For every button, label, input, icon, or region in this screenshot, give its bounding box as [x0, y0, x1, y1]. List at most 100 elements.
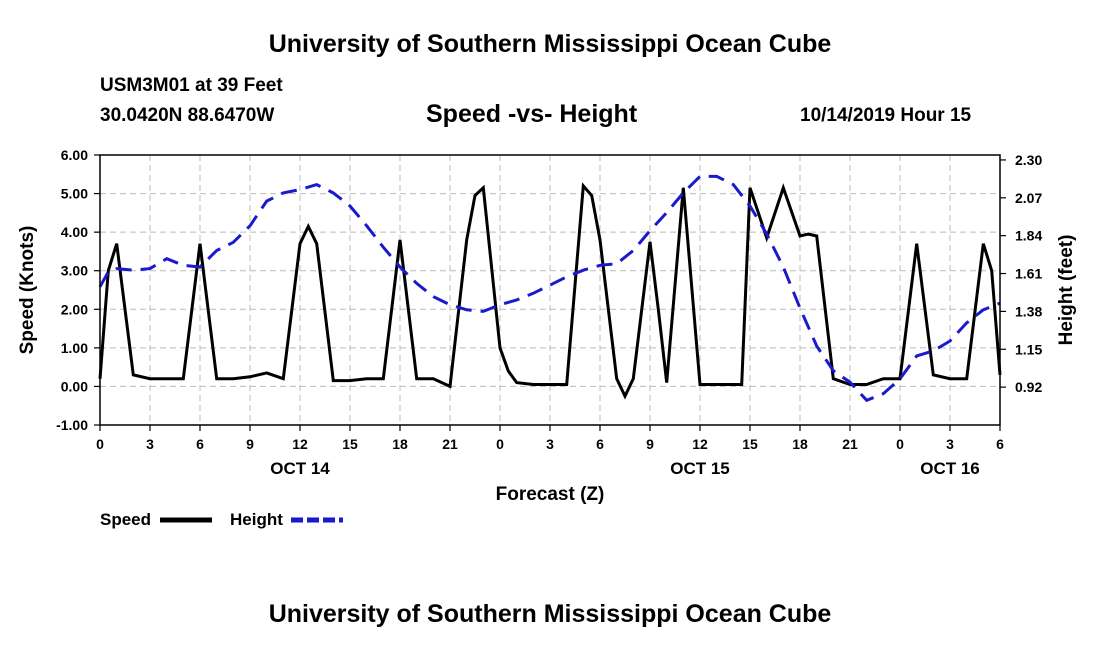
x-tick-label: 3 [946, 436, 954, 452]
x-tick-label: 6 [996, 436, 1004, 452]
speed-data-point [716, 384, 718, 386]
height-data-point [532, 292, 534, 294]
speed-data-point [299, 243, 301, 245]
x-tick-label: 9 [646, 436, 654, 452]
height-data-point [232, 241, 234, 243]
height-data-point [132, 269, 134, 271]
height-data-point [316, 184, 318, 186]
day-label: OCT 16 [920, 459, 980, 478]
height-data-point [916, 355, 918, 357]
height-data-point [566, 276, 568, 278]
x-tick-label: 15 [742, 436, 758, 452]
speed-data-point [366, 378, 368, 380]
height-data-point [549, 284, 551, 286]
speed-data-point [166, 378, 168, 380]
height-data-point [716, 175, 718, 177]
x-tick-label: 12 [692, 436, 708, 452]
speed-data-point [882, 378, 884, 380]
height-data-point [199, 266, 201, 268]
x-tick-label: 0 [496, 436, 504, 452]
height-data-point [816, 345, 818, 347]
y-tick-label-left: 4.00 [61, 224, 88, 240]
speed-data-point [549, 384, 551, 386]
speed-data-point [566, 384, 568, 386]
speed-data-point [632, 378, 634, 380]
footer-title: University of Southern Mississippi Ocean… [268, 600, 832, 628]
height-data-point [749, 205, 751, 207]
height-data-point [599, 264, 601, 266]
speed-data-point [216, 378, 218, 380]
height-data-point [632, 249, 634, 251]
height-series-line [98, 174, 1001, 403]
y-tick-label-left: 1.00 [61, 340, 88, 356]
axes: 0 3 6 9 12 15 18 21 0 3 6 9 12 15 18 21 0 3 6 OCT 14 OCT 15 O… [56, 147, 1042, 478]
height-data-point [332, 192, 334, 194]
page-title: University of Southern Mississippi Ocean… [268, 30, 832, 58]
y-tick-label-right: 1.84 [1015, 228, 1042, 244]
height-data-point [666, 212, 668, 214]
height-data-point [366, 225, 368, 227]
y-tick-label-right: 2.30 [1015, 152, 1042, 168]
speed-data-point [232, 378, 234, 380]
height-data-point [799, 307, 801, 309]
speed-data-point [982, 243, 984, 245]
speed-series-line [98, 182, 1002, 400]
speed-data-point [616, 378, 618, 380]
x-tick-label: 0 [96, 436, 104, 452]
height-data-point [699, 175, 701, 177]
x-tick-label: 18 [392, 436, 408, 452]
day-label: OCT 15 [670, 459, 730, 478]
speed-data-point [782, 187, 784, 189]
series-group [98, 174, 1002, 403]
height-data-point [349, 205, 351, 207]
height-data-point [107, 271, 109, 273]
speed-data-point [382, 378, 384, 380]
x-tick-label: 6 [196, 436, 204, 452]
y-tick-label-left: 0.00 [61, 378, 88, 394]
height-data-point [166, 258, 168, 260]
height-data-point [399, 266, 401, 268]
legend-label: Height [230, 510, 283, 529]
height-data-point [216, 249, 218, 251]
coordinates-label: 30.0420N 88.6470W [100, 105, 275, 126]
speed-data-point [816, 235, 818, 237]
x-tick-label: 3 [146, 436, 154, 452]
speed-data-point [682, 187, 684, 189]
speed-data-point [807, 233, 809, 235]
speed-data-point [432, 378, 434, 380]
y-tick-label-left: 2.00 [61, 301, 88, 317]
x-tick-label: 0 [896, 436, 904, 452]
speed-data-point [399, 239, 401, 241]
x-axis-title: Forecast (Z) [496, 484, 605, 505]
height-data-point [516, 299, 518, 301]
height-data-point [266, 200, 268, 202]
speed-data-point [349, 380, 351, 382]
y-tick-label-left: 5.00 [61, 186, 88, 202]
speed-data-point [499, 347, 501, 349]
height-data-point [899, 378, 901, 380]
y-tick-label-right: 1.15 [1015, 341, 1042, 357]
speed-data-point [799, 235, 801, 237]
height-data-point [966, 322, 968, 324]
height-data-point [582, 269, 584, 271]
height-data-point [849, 381, 851, 383]
speed-data-point [749, 187, 751, 189]
height-data-point [649, 230, 651, 232]
y-tick-label-left: -1.00 [56, 417, 88, 433]
x-tick-label: 6 [596, 436, 604, 452]
x-tick-label: 21 [842, 436, 858, 452]
height-data-point [249, 225, 251, 227]
speed-data-point [966, 378, 968, 380]
y-tick-label-left: 6.00 [61, 147, 88, 163]
speed-data-point [991, 270, 993, 272]
height-data-point [149, 268, 151, 270]
y-tick-label-left: 3.00 [61, 263, 88, 279]
height-data-point [832, 370, 834, 372]
speed-data-point [474, 195, 476, 197]
speed-data-point [582, 185, 584, 187]
height-data-point [282, 192, 284, 194]
speed-data-point [249, 376, 251, 378]
height-data-point [882, 393, 884, 395]
x-tick-label: 3 [546, 436, 554, 452]
speed-data-point [507, 370, 509, 372]
